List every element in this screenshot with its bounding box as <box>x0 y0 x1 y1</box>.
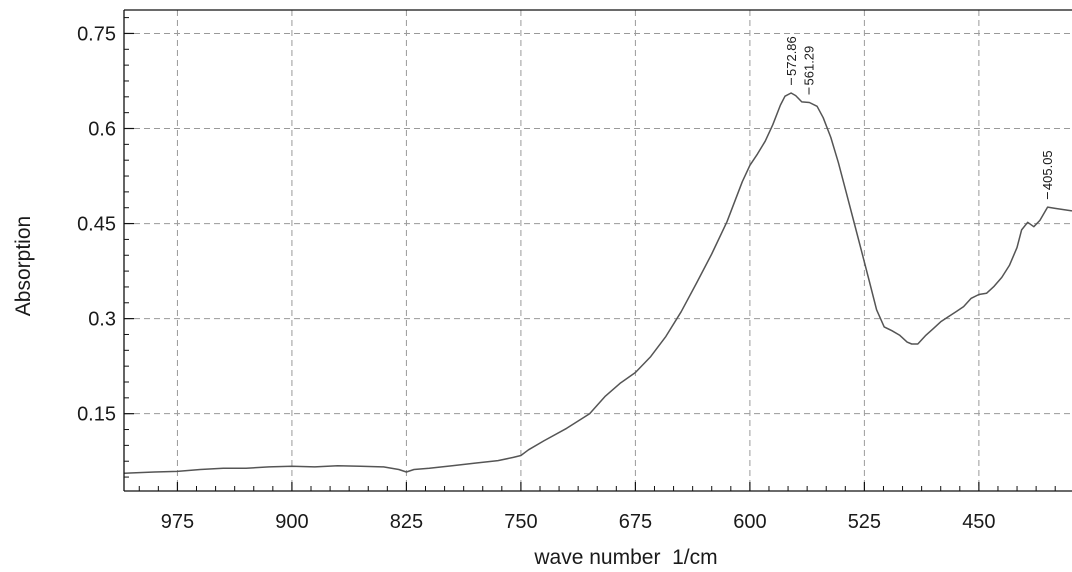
gridlines <box>124 10 1072 491</box>
peak-label: 405.05 <box>1040 150 1055 190</box>
x-tick-label: 600 <box>733 511 766 533</box>
x-tick-label: 675 <box>619 511 652 533</box>
tick-labels: 975 900 825 750 675 600 525 450 0.15 0.3 0.45 0.6 0.… <box>77 23 996 533</box>
peak-annotation: 572.86 <box>784 36 799 85</box>
y-tick-label: 0.15 <box>77 404 116 426</box>
x-tick-label: 525 <box>848 511 881 533</box>
x-tick-label: 975 <box>161 511 194 533</box>
y-tick-label: 0.75 <box>77 23 116 45</box>
x-tick-label: 900 <box>275 511 308 533</box>
y-tick-label: 0.6 <box>88 119 116 141</box>
major-ticks <box>124 32 980 491</box>
y-tick-label: 0.45 <box>77 214 116 236</box>
peak-annotation: 561.29 <box>802 46 817 95</box>
y-tick-label: 0.3 <box>88 309 116 331</box>
minor-ticks <box>124 17 1056 491</box>
y-axis-label: Absorption <box>12 216 35 316</box>
x-tick-label: 825 <box>390 511 423 533</box>
peak-label: 561.29 <box>802 46 817 86</box>
absorption-series-line <box>123 92 1072 475</box>
peak-label: 572.86 <box>784 36 799 76</box>
x-tick-label: 750 <box>504 511 537 533</box>
x-axis-label: wave number 1/cm <box>533 546 717 569</box>
x-tick-label: 450 <box>962 511 995 533</box>
peak-annotation: 405.05 <box>1040 150 1055 200</box>
peak-annotations: 572.86 561.29 405.05 <box>784 36 1055 200</box>
